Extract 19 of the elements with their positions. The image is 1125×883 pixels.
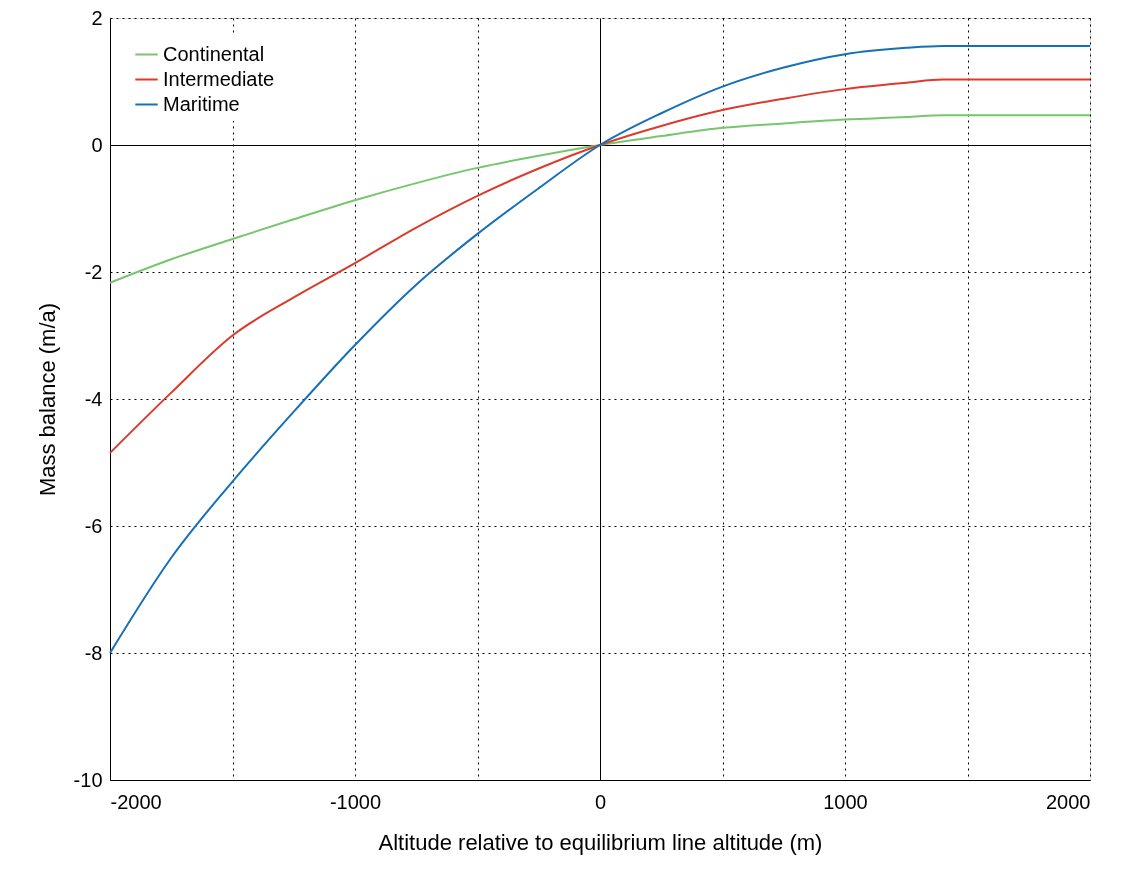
line-series: [109, 114, 1091, 284]
y-tick-label: -10: [73, 768, 103, 791]
x-tick-label: -1000: [329, 790, 382, 813]
x-tick-label: 2000: [1046, 790, 1091, 813]
y-tick-label: 2: [91, 6, 103, 29]
y-tick-label: 0: [91, 133, 103, 156]
y-tick-label: -6: [84, 514, 103, 537]
line-series: [109, 44, 1091, 654]
x-tick-label: 1000: [823, 790, 868, 813]
legend-label: Continental: [163, 42, 265, 65]
legend-label: Intermediate: [163, 67, 275, 90]
y-tick-label: -4: [84, 387, 103, 410]
x-axis-title: Altitude relative to equilibrium line altitude (m): [378, 829, 823, 855]
legend-label: Maritime: [163, 92, 240, 115]
y-tick-label: -8: [84, 641, 103, 664]
x-tick-label: -2000: [110, 790, 162, 813]
y-tick-label: -2: [84, 260, 103, 283]
y-axis-title: Mass balance (m/a): [34, 302, 60, 497]
x-tick-label: 0: [594, 790, 607, 813]
